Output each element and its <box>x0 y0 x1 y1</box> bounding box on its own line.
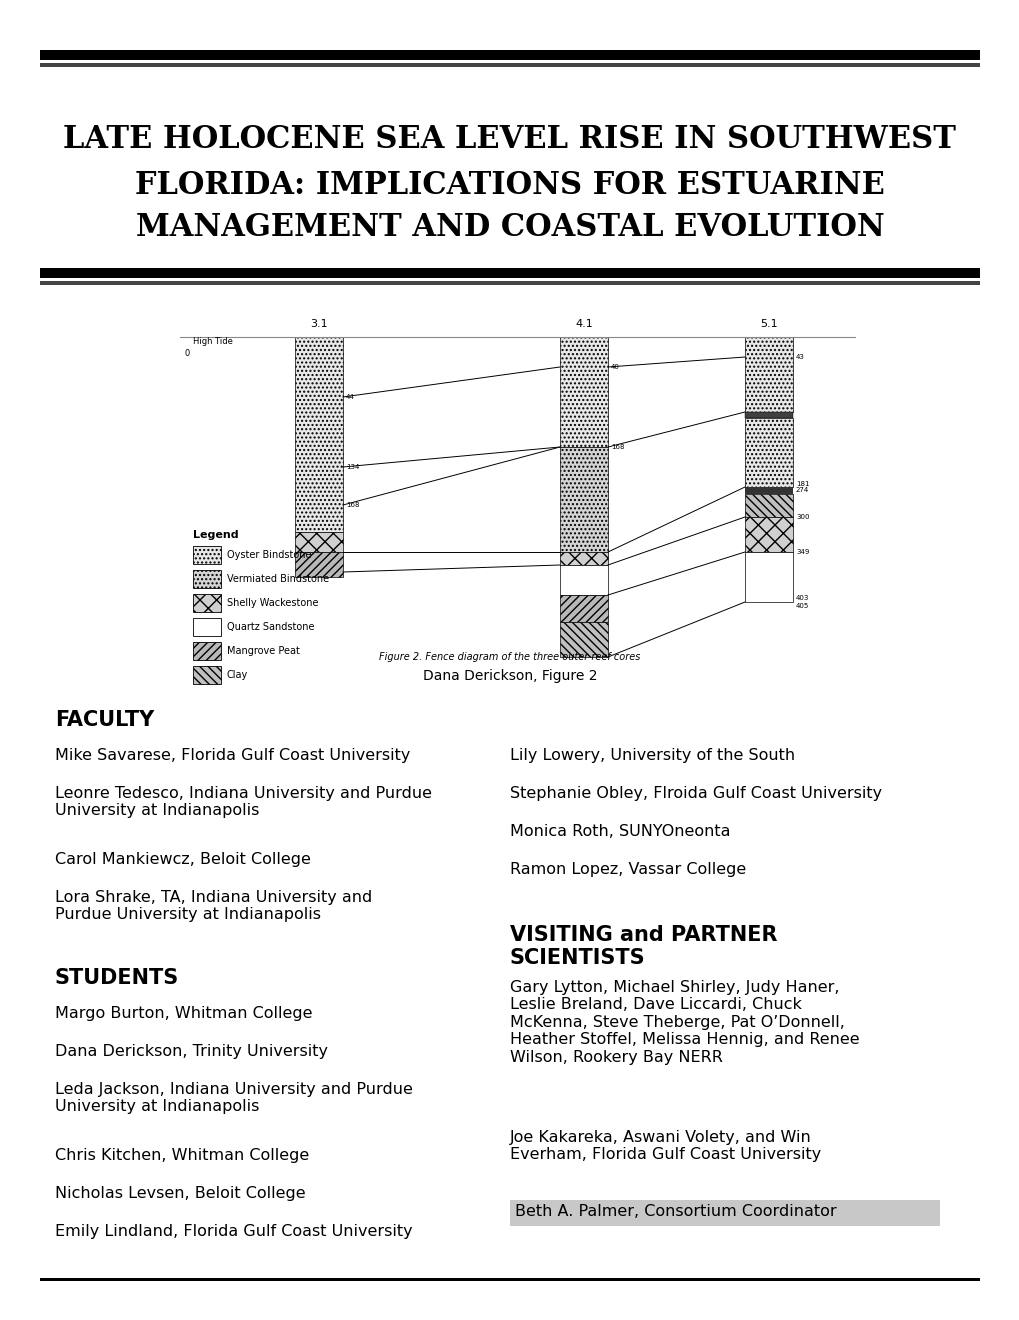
Text: Vermiated Bindstone: Vermiated Bindstone <box>227 574 329 583</box>
Text: Dana Derickson, Figure 2: Dana Derickson, Figure 2 <box>422 669 597 682</box>
Bar <box>559 552 607 565</box>
Text: Mangrove Peat: Mangrove Peat <box>227 645 300 656</box>
Text: Figure 2. Fence diagram of the three outer reef cores: Figure 2. Fence diagram of the three out… <box>379 652 640 663</box>
Bar <box>193 642 221 660</box>
Text: 349: 349 <box>795 549 809 554</box>
Text: Lily Lowery, University of the South: Lily Lowery, University of the South <box>510 748 795 763</box>
Text: LATE HOLOCENE SEA LEVEL RISE IN SOUTHWEST: LATE HOLOCENE SEA LEVEL RISE IN SOUTHWES… <box>63 124 956 156</box>
Text: Shelly Wackestone: Shelly Wackestone <box>227 598 318 609</box>
Text: Nicholas Levsen, Beloit College: Nicholas Levsen, Beloit College <box>55 1185 306 1201</box>
Text: 134: 134 <box>345 465 359 470</box>
Text: Margo Burton, Whitman College: Margo Burton, Whitman College <box>55 1006 312 1020</box>
Bar <box>294 532 342 552</box>
Bar <box>559 595 607 622</box>
Text: 4.1: 4.1 <box>575 319 592 329</box>
Bar <box>744 418 792 487</box>
Text: Legend: Legend <box>193 531 238 540</box>
Text: 3.1: 3.1 <box>310 319 327 329</box>
Text: Emily Lindland, Florida Gulf Coast University: Emily Lindland, Florida Gulf Coast Unive… <box>55 1224 413 1239</box>
Text: 181
274: 181 274 <box>795 480 809 494</box>
Text: Quartz Sandstone: Quartz Sandstone <box>227 622 314 632</box>
Text: FLORIDA: IMPLICATIONS FOR ESTUARINE: FLORIDA: IMPLICATIONS FOR ESTUARINE <box>135 169 884 201</box>
Text: 40: 40 <box>610 364 620 370</box>
Text: Dana Derickson, Trinity University: Dana Derickson, Trinity University <box>55 1044 328 1059</box>
Text: Chris Kitchen, Whitman College: Chris Kitchen, Whitman College <box>55 1148 309 1163</box>
Text: Lora Shrake, TA, Indiana University and
Purdue University at Indianapolis: Lora Shrake, TA, Indiana University and … <box>55 890 372 923</box>
Bar <box>294 337 342 532</box>
Bar <box>559 337 607 447</box>
Bar <box>744 552 792 602</box>
Text: 168: 168 <box>610 444 624 450</box>
Text: Mike Savarese, Florida Gulf Coast University: Mike Savarese, Florida Gulf Coast Univer… <box>55 748 410 763</box>
Text: Joe Kakareka, Aswani Volety, and Win
Everham, Florida Gulf Coast University: Joe Kakareka, Aswani Volety, and Win Eve… <box>510 1130 820 1163</box>
Text: High Tide: High Tide <box>193 337 232 346</box>
Bar <box>744 494 792 517</box>
Text: VISITING and PARTNER
SCIENTISTS: VISITING and PARTNER SCIENTISTS <box>510 925 776 968</box>
Text: Carol Mankiewcz, Beloit College: Carol Mankiewcz, Beloit College <box>55 851 311 867</box>
Bar <box>193 570 221 587</box>
Bar <box>559 447 607 552</box>
Text: 5.1: 5.1 <box>759 319 777 329</box>
Text: 168: 168 <box>345 502 359 508</box>
Bar <box>40 50 979 59</box>
Bar <box>40 63 979 67</box>
Text: Beth A. Palmer, Consortium Coordinator: Beth A. Palmer, Consortium Coordinator <box>515 1204 836 1218</box>
Text: MANAGEMENT AND COASTAL EVOLUTION: MANAGEMENT AND COASTAL EVOLUTION <box>136 213 883 243</box>
Text: Leonre Tedesco, Indiana University and Purdue
University at Indianapolis: Leonre Tedesco, Indiana University and P… <box>55 785 432 818</box>
Bar <box>559 565 607 595</box>
Text: Leda Jackson, Indiana University and Purdue
University at Indianapolis: Leda Jackson, Indiana University and Pur… <box>55 1082 413 1114</box>
Bar <box>40 281 979 285</box>
Bar <box>744 412 792 418</box>
Text: Ramon Lopez, Vassar College: Ramon Lopez, Vassar College <box>510 862 746 876</box>
Bar <box>559 622 607 657</box>
Bar <box>193 667 221 684</box>
Text: 0: 0 <box>184 348 191 358</box>
Text: Gary Lytton, Michael Shirley, Judy Haner,
Leslie Breland, Dave Liccardi, Chuck
M: Gary Lytton, Michael Shirley, Judy Haner… <box>510 979 859 1065</box>
Text: 44: 44 <box>345 393 355 400</box>
Bar <box>510 1200 940 1226</box>
Bar <box>744 337 792 412</box>
Bar <box>40 268 979 279</box>
Text: 403
405: 403 405 <box>795 595 809 609</box>
Bar <box>193 546 221 564</box>
Text: FACULTY: FACULTY <box>55 710 154 730</box>
Bar <box>193 594 221 612</box>
Text: 43: 43 <box>795 354 804 360</box>
Bar <box>294 552 342 577</box>
Bar <box>40 1278 979 1280</box>
Text: STUDENTS: STUDENTS <box>55 968 179 987</box>
Text: 300: 300 <box>795 513 809 520</box>
Text: Clay: Clay <box>227 671 248 680</box>
Bar <box>744 517 792 552</box>
Text: Monica Roth, SUNYOneonta: Monica Roth, SUNYOneonta <box>510 824 730 840</box>
Text: Oyster Bindstone: Oyster Bindstone <box>227 550 311 560</box>
Text: Stephanie Obley, Flroida Gulf Coast University: Stephanie Obley, Flroida Gulf Coast Univ… <box>510 785 881 801</box>
Bar <box>744 487 792 494</box>
Bar <box>193 618 221 636</box>
